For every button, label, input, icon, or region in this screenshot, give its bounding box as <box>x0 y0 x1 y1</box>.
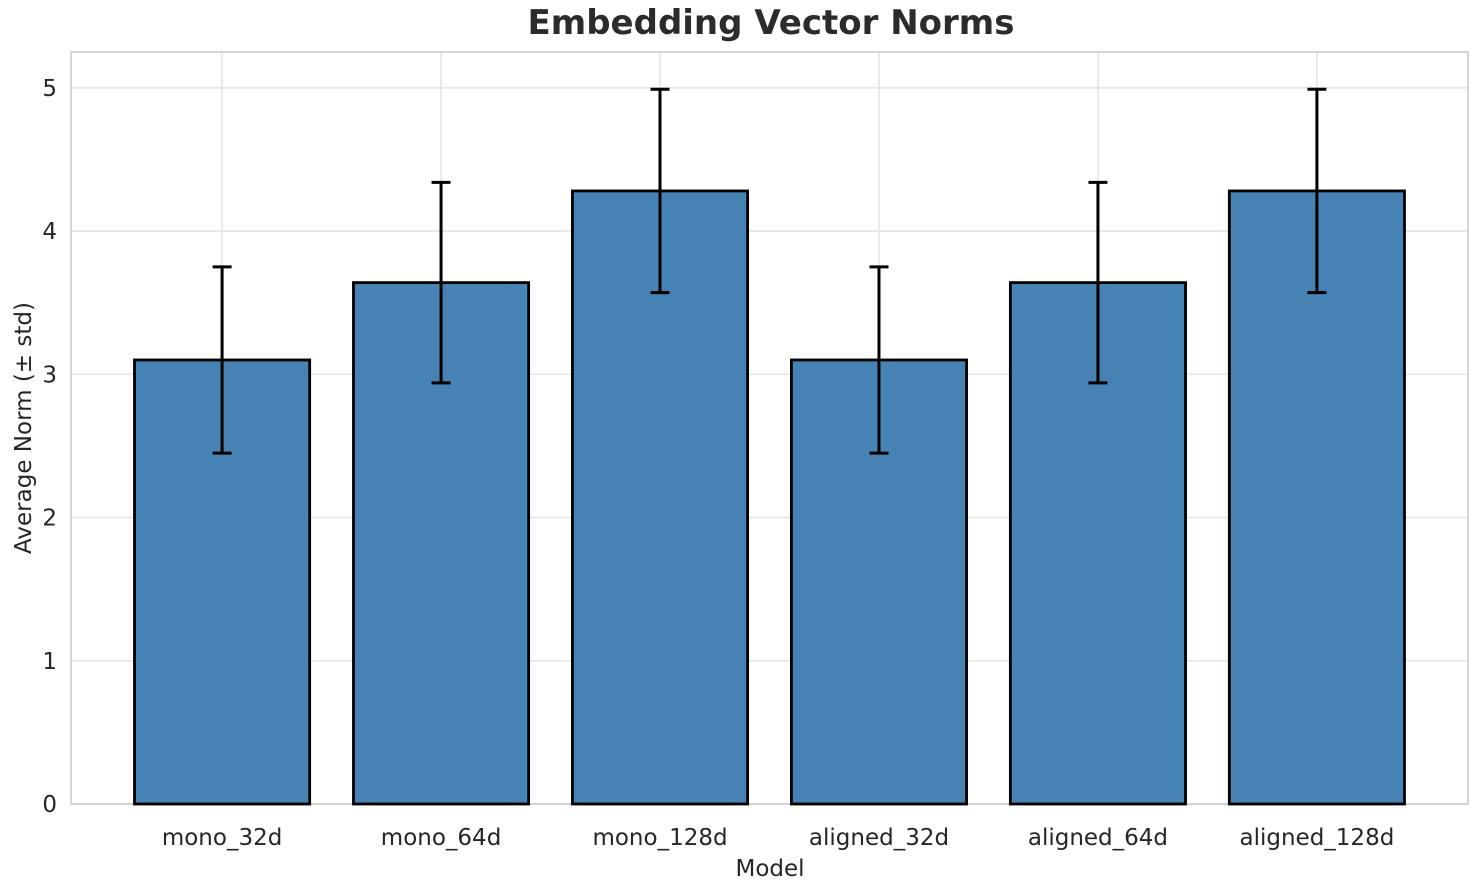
x-tick-label-mono_32d: mono_32d <box>162 825 283 851</box>
x-tick-label-aligned_64d: aligned_64d <box>1028 825 1168 851</box>
x-axis-label: Model <box>735 856 805 882</box>
y-tick-label-4: 4 <box>42 219 57 245</box>
chart-title: Embedding Vector Norms <box>527 3 1015 43</box>
x-tick-label-mono_64d: mono_64d <box>381 825 502 851</box>
y-tick-label-5: 5 <box>42 76 57 102</box>
y-tick-label-3: 3 <box>42 362 57 388</box>
x-tick-label-mono_128d: mono_128d <box>592 825 727 851</box>
y-tick-label-1: 1 <box>42 649 57 675</box>
x-tick-label-aligned_32d: aligned_32d <box>809 825 949 851</box>
y-axis-label: Average Norm (± std) <box>11 302 37 554</box>
axes-spines <box>70 51 1469 805</box>
x-tick-label-aligned_128d: aligned_128d <box>1240 825 1395 851</box>
y-tick-label-2: 2 <box>42 506 57 532</box>
y-tick-label-0: 0 <box>42 792 57 818</box>
